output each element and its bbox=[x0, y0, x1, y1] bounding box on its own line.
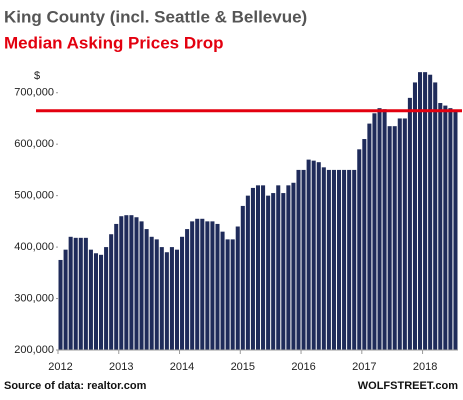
bar bbox=[180, 236, 185, 350]
bar bbox=[169, 247, 174, 350]
bar bbox=[433, 82, 438, 350]
bar bbox=[397, 118, 402, 350]
x-tick-label: 2014 bbox=[170, 361, 194, 373]
chart-title: King County (incl. Seattle & Bellevue) bbox=[4, 7, 307, 26]
bar bbox=[93, 253, 98, 350]
bar bbox=[326, 169, 331, 350]
bar bbox=[235, 226, 240, 350]
bar bbox=[164, 252, 169, 350]
bar bbox=[321, 167, 326, 350]
bar bbox=[119, 216, 124, 350]
x-tick-label: 2013 bbox=[109, 361, 133, 373]
bar bbox=[418, 72, 423, 351]
bar bbox=[200, 218, 205, 350]
x-tick-label: 2015 bbox=[231, 361, 255, 373]
bar bbox=[352, 169, 357, 350]
y-tick-label: 600,000 bbox=[14, 138, 54, 150]
bar bbox=[402, 118, 407, 350]
bar bbox=[331, 169, 336, 350]
bar bbox=[412, 82, 417, 350]
bar bbox=[316, 162, 321, 350]
bar bbox=[220, 231, 225, 350]
bar bbox=[210, 221, 215, 350]
bar bbox=[443, 105, 448, 350]
bar bbox=[190, 221, 195, 350]
bar bbox=[438, 103, 443, 350]
y-tick-label: 500,000 bbox=[14, 190, 54, 202]
bar bbox=[291, 182, 296, 350]
bar bbox=[134, 217, 139, 350]
x-tick-label: 2012 bbox=[48, 361, 72, 373]
bar bbox=[306, 159, 311, 350]
chart-subtitle: Median Asking Prices Drop bbox=[4, 33, 223, 52]
bar bbox=[245, 195, 250, 350]
bar bbox=[423, 72, 428, 351]
bar bbox=[225, 239, 230, 350]
bar bbox=[367, 123, 372, 350]
bar bbox=[139, 221, 144, 350]
bar bbox=[271, 193, 276, 350]
bar bbox=[83, 237, 88, 350]
bar bbox=[250, 187, 255, 350]
bar bbox=[159, 247, 164, 350]
bar bbox=[311, 160, 316, 350]
bar bbox=[195, 218, 200, 350]
bar bbox=[215, 223, 220, 350]
x-tick-label: 2018 bbox=[413, 361, 437, 373]
bar bbox=[240, 205, 245, 350]
bar bbox=[185, 229, 190, 350]
bar bbox=[336, 169, 342, 350]
bar bbox=[255, 185, 261, 350]
bar bbox=[205, 221, 210, 350]
source: Source of data: realtor.com bbox=[4, 380, 147, 392]
bar bbox=[78, 237, 83, 350]
bar bbox=[230, 239, 235, 350]
bar bbox=[362, 139, 367, 350]
bar bbox=[276, 185, 281, 350]
bar bbox=[129, 215, 134, 350]
bar bbox=[261, 185, 266, 350]
bar bbox=[174, 249, 180, 350]
bar bbox=[301, 169, 306, 350]
bar bbox=[58, 259, 63, 350]
bar bbox=[154, 239, 159, 350]
bar bbox=[372, 113, 377, 351]
bar bbox=[286, 185, 291, 350]
bar bbox=[407, 97, 412, 350]
bar bbox=[109, 234, 114, 350]
y-tick-label: 200,000 bbox=[14, 344, 54, 356]
bar bbox=[448, 108, 453, 350]
bar bbox=[281, 193, 286, 350]
bar bbox=[357, 149, 362, 350]
bar bbox=[99, 254, 104, 350]
bar bbox=[392, 126, 397, 350]
y-tick-label: 700,000 bbox=[14, 87, 54, 99]
bar bbox=[377, 108, 382, 350]
bar bbox=[124, 215, 129, 350]
y-tick-label: 300,000 bbox=[14, 292, 54, 304]
bar bbox=[387, 126, 392, 350]
bar bbox=[88, 249, 93, 350]
y-unit: $ bbox=[34, 70, 40, 82]
credit: WOLFSTREET.com bbox=[358, 380, 458, 392]
bar bbox=[73, 237, 78, 350]
bar bbox=[68, 236, 73, 350]
bar bbox=[266, 195, 271, 350]
bar bbox=[347, 169, 352, 350]
x-tick-label: 2016 bbox=[291, 361, 315, 373]
x-tick-label: 2017 bbox=[352, 361, 376, 373]
bar bbox=[342, 169, 347, 350]
bar bbox=[453, 110, 458, 351]
bar bbox=[428, 74, 433, 350]
bar bbox=[104, 247, 109, 350]
bar bbox=[382, 109, 387, 351]
bar bbox=[114, 223, 119, 350]
bar bbox=[144, 229, 149, 350]
bar bbox=[63, 249, 68, 350]
bar bbox=[296, 169, 301, 350]
bar bbox=[149, 236, 154, 350]
y-tick-label: 400,000 bbox=[14, 241, 54, 253]
